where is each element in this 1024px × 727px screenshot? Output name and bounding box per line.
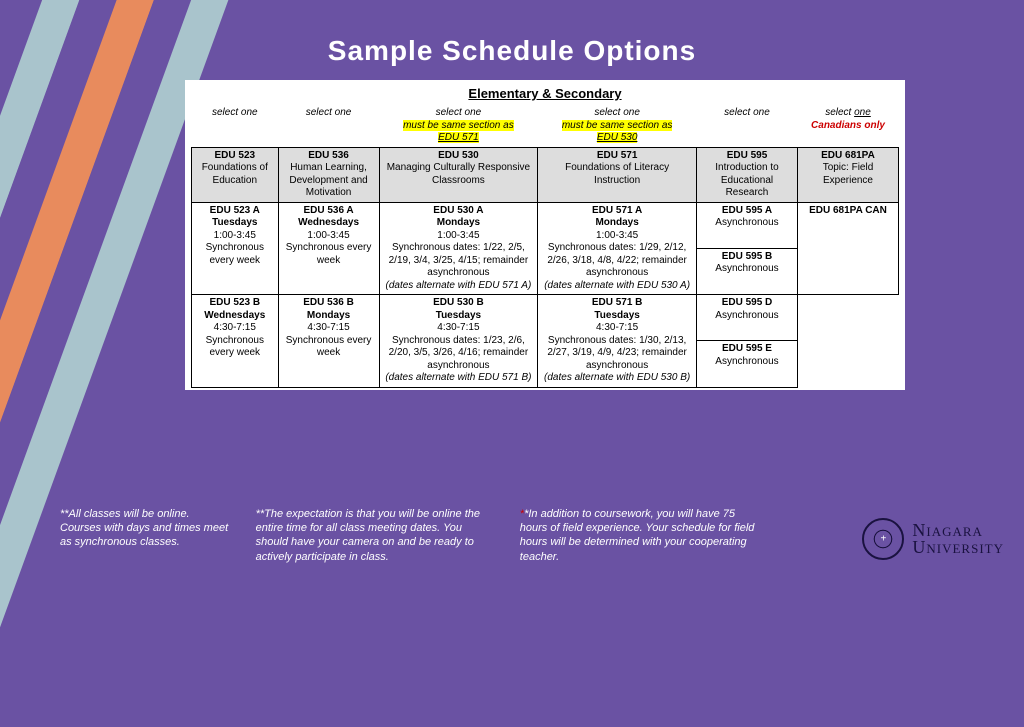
section-cell: EDU 595 BAsynchronous	[696, 248, 797, 294]
course-header: EDU 536Human Learning, Development and M…	[278, 147, 379, 202]
section-cell: EDU 523 BWednesdays4:30-7:15Synchronous …	[192, 295, 279, 388]
university-seal-icon	[862, 518, 904, 560]
header-select-row: select one select one select onemust be …	[192, 105, 899, 147]
select-label: select onemust be same section asEDU 571	[379, 105, 538, 147]
select-label: select onemust be same section asEDU 530	[538, 105, 697, 147]
schedule-table-container: Elementary & Secondary select one select…	[185, 80, 905, 390]
course-header: EDU 595Introduction to Educational Resea…	[696, 147, 797, 202]
footnotes: **All classes will be online. Courses wi…	[60, 507, 760, 564]
section-cell: EDU 571 AMondays1:00-3:45Synchronous dat…	[538, 202, 697, 295]
empty-cell	[797, 295, 898, 388]
select-label: select one	[192, 105, 279, 147]
table-subtitle: Elementary & Secondary	[191, 86, 899, 101]
section-cell: EDU 530 AMondays1:00-3:45Synchronous dat…	[379, 202, 538, 295]
course-header-row: EDU 523Foundations of Education EDU 536H…	[192, 147, 899, 202]
footnote: **In addition to coursework, you will ha…	[520, 507, 760, 564]
section-cell: EDU 595 DAsynchronous	[696, 295, 797, 341]
select-label: select oneCanadians only	[797, 105, 898, 147]
section-cell: EDU 595 EAsynchronous	[696, 341, 797, 387]
section-cell: EDU 595 AAsynchronous	[696, 202, 797, 248]
university-name: Niagara University	[912, 522, 1004, 556]
course-header: EDU 681PATopic: Field Experience	[797, 147, 898, 202]
section-cell: EDU 681PA CAN	[797, 202, 898, 295]
university-logo: Niagara University	[862, 518, 1004, 560]
course-header: EDU 571Foundations of Literacy Instructi…	[538, 147, 697, 202]
section-cell: EDU 536 BMondays4:30-7:15Synchronous eve…	[278, 295, 379, 388]
select-label: select one	[278, 105, 379, 147]
section-b-row: EDU 523 BWednesdays4:30-7:15Synchronous …	[192, 295, 899, 341]
section-a-row: EDU 523 ATuesdays1:00-3:45Synchronous ev…	[192, 202, 899, 248]
footnote: **The expectation is that you will be on…	[256, 507, 496, 564]
course-header: EDU 530Managing Culturally Responsive Cl…	[379, 147, 538, 202]
page-title: Sample Schedule Options	[0, 35, 1024, 67]
section-cell: EDU 530 BTuesdays4:30-7:15Synchronous da…	[379, 295, 538, 388]
course-header: EDU 523Foundations of Education	[192, 147, 279, 202]
footnote: **All classes will be online. Courses wi…	[60, 507, 232, 564]
schedule-table: select one select one select onemust be …	[191, 105, 899, 388]
select-label: select one	[696, 105, 797, 147]
section-cell: EDU 571 BTuesdays4:30-7:15Synchronous da…	[538, 295, 697, 388]
section-cell: EDU 536 AWednesdays1:00-3:45Synchronous …	[278, 202, 379, 295]
section-cell: EDU 523 ATuesdays1:00-3:45Synchronous ev…	[192, 202, 279, 295]
